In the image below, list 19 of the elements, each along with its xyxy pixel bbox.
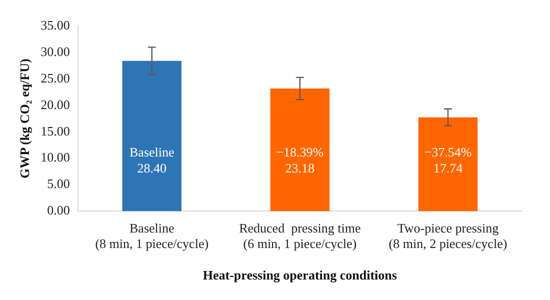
y-tick-label: 25.00 <box>40 70 70 86</box>
y-tick-label: 5.00 <box>47 176 70 192</box>
bar <box>270 88 330 212</box>
bar <box>122 60 182 212</box>
y-tick-label: 15.00 <box>40 123 70 138</box>
data-label: −18.39% 23.18 <box>276 144 324 176</box>
y-tick-label: 10.00 <box>40 150 70 165</box>
data-label: −37.54% 17.74 <box>424 144 472 176</box>
bar <box>418 117 478 212</box>
data-label: Baseline 28.40 <box>129 144 174 176</box>
y-tick-label: 20.00 <box>40 96 70 112</box>
x-axis-title: Heat-pressing operating conditions <box>202 268 397 283</box>
x-tick-label: Baseline (8 min, 1 piece/cycle) <box>95 220 209 252</box>
y-tick-label: 0.00 <box>47 202 70 218</box>
y-tick-label: 30.00 <box>40 44 70 59</box>
x-tick-label: Two-piece pressing (8 min, 2 pieces/cycle) <box>388 220 508 252</box>
y-tick-label: 35.00 <box>40 17 70 32</box>
x-tick-label: Reduced pressing time (6 min, 1 piece/cycle) <box>239 220 361 252</box>
y-axis-title: GWP (kg CO₂ eq/FU) <box>17 58 32 179</box>
